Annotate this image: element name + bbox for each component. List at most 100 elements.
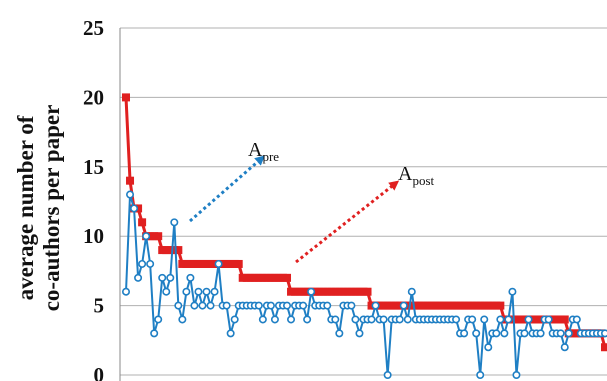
y-tick-label: 5 [94,294,105,318]
a-pre-arrow [189,155,266,223]
data-point-square [464,301,473,310]
data-point-square [190,259,199,268]
data-point-square [283,273,292,282]
data-point-square [226,259,235,268]
data-point-square [250,273,259,282]
data-point-circle [283,301,292,310]
data-point-square [126,176,135,185]
y-axis-label-line-1: average number of [13,115,38,300]
data-point-square [278,273,287,282]
data-point-circle [186,273,195,282]
data-point-square [435,301,444,310]
data-point-square [242,273,251,282]
data-point-circle [556,329,565,338]
data-point-square [303,287,312,296]
data-point-square [419,301,428,310]
data-point-circle [347,301,356,310]
data-point-square [556,315,565,324]
data-point-square [347,287,356,296]
data-point-square [488,301,497,310]
data-point-square [206,259,215,268]
data-point-square [154,232,163,241]
data-point-square [601,343,607,352]
data-point-square [158,246,167,255]
data-point-circle [198,301,207,310]
data-point-circle [323,301,332,310]
data-point-square [230,259,239,268]
series-line [124,97,607,348]
a-pre-main: A [248,139,263,161]
data-point-circle [122,287,131,296]
a-post-arrow [295,180,400,264]
data-point-circle [210,287,219,296]
data-point-square [516,315,525,324]
data-point-circle [496,315,505,324]
data-point-circle [351,315,360,324]
data-point-circle [480,315,489,324]
data-point-circle [335,329,344,338]
data-point-square [311,287,320,296]
data-point-square [407,301,416,310]
data-point-square [295,287,304,296]
data-point-square [496,301,505,310]
data-point-circle [134,273,143,282]
data-point-square [238,273,247,282]
series-layer [122,93,607,379]
data-point-square [170,246,179,255]
data-point-circle [524,315,533,324]
data-point-circle [560,343,569,352]
data-point-square [500,315,509,324]
data-point-square [532,315,541,324]
a-post-label: Apost [398,163,435,188]
data-point-circle [194,287,203,296]
data-point-square [335,287,344,296]
y-tick-labels: 0 5 10 15 20 25 [83,16,104,381]
data-point-square [150,232,159,241]
data-point-square [122,93,130,102]
data-point-square [460,301,469,310]
data-point-circle [190,301,199,310]
data-point-circle [258,315,267,324]
data-point-square [351,287,360,296]
data-point-circle [504,315,513,324]
y-tick-label: 15 [83,155,104,179]
a-pre-label: Apre [248,139,279,164]
data-point-square [146,232,155,241]
data-point-circle [166,273,175,282]
data-point-circle [154,315,163,324]
data-point-circle [508,287,517,296]
data-point-square [536,315,545,324]
data-point-circle [452,315,461,324]
data-point-square [138,218,147,227]
data-point-circle [130,204,139,213]
data-point-square [431,301,440,310]
y-axis-label-line-2: co-authors per paper [39,105,64,312]
data-point-square [548,315,557,324]
data-point-square [162,246,171,255]
data-point-circle [178,315,187,324]
y-tick-label: 25 [83,16,104,40]
data-point-circle [395,315,404,324]
data-point-square [375,301,384,310]
a-pre-sub: pre [262,149,279,164]
data-point-circle [307,287,316,296]
data-point-square [367,301,376,310]
data-point-square [134,204,143,213]
data-point-square [363,287,372,296]
data-point-square [339,287,348,296]
data-point-circle [222,301,231,310]
data-point-square [182,259,191,268]
data-point-square [222,259,231,268]
a-post-main: A [398,163,413,185]
data-point-square [291,287,300,296]
data-point-square [319,287,328,296]
data-point-circle [266,301,275,310]
data-point-square [472,301,481,310]
data-point-circle [287,315,296,324]
data-point-circle [407,287,416,296]
data-point-square [415,301,424,310]
data-point-square [403,301,412,310]
data-point-circle [299,301,308,310]
data-point-circle [230,315,239,324]
data-point-square [387,301,396,310]
